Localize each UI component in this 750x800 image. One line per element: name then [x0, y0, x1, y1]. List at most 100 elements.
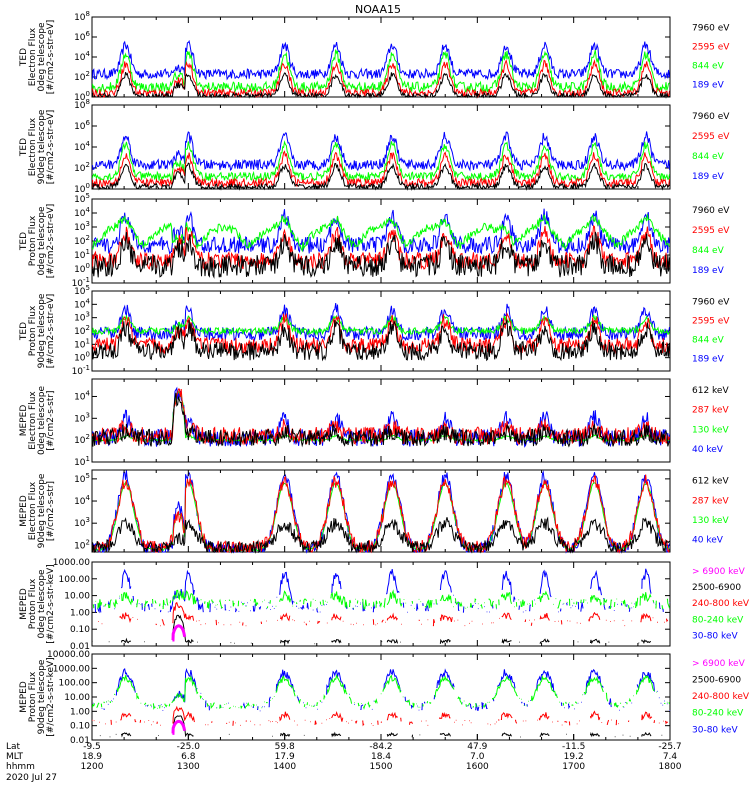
legend-entry: 844 eV — [692, 246, 725, 256]
y-axis-label-line: 90deg telescope — [37, 293, 47, 368]
y-tick-label: 108 — [74, 10, 90, 23]
series-line-30-80-kev — [92, 668, 671, 712]
series-line-7960-ev — [92, 71, 670, 99]
panel-7: 0.01 0.10 1.00 10.00 100.00 1000.00 MEPED Proto… — [19, 558, 750, 652]
x-row-label: hhmm — [6, 762, 35, 772]
panel-2: 100 102 104 106 108 TED Electron Flux 90deg tel… — [19, 98, 730, 195]
y-axis-label-line: [#/cm2-s-str-eV] — [46, 294, 56, 369]
x-tick-mlt: 18.4 — [371, 752, 391, 762]
y-axis-label-line: TED — [19, 138, 29, 157]
series-line-189-ev — [92, 39, 670, 81]
y-axis-label-line: [#/cm2-s-str-eV] — [46, 204, 56, 279]
series-line-844-ev — [92, 140, 670, 183]
y-axis-label-line: MEPED — [19, 588, 29, 620]
series-line-80-240-kev — [92, 674, 670, 710]
x-tick-lat: 59.8 — [275, 742, 295, 752]
y-axis-label-line: 0deg telescope — [37, 569, 47, 639]
legend-entry: 80-240 keV — [692, 709, 744, 719]
series-line--6900-kev — [171, 719, 187, 735]
x-row-label: 2020 Jul 27 — [6, 773, 57, 783]
legend-entry: 287 keV — [692, 496, 729, 506]
x-row-label: Lat — [6, 742, 21, 752]
y-axis-label-line: 0deg telescope — [37, 206, 47, 276]
legend-entry: 2595 eV — [692, 317, 730, 327]
x-tick-mlt: 18.9 — [82, 752, 102, 762]
y-tick-label: 102 — [74, 324, 90, 337]
series-line-240-800-kev — [98, 601, 669, 627]
y-tick-label: 10.00 — [64, 592, 90, 602]
series-line-612-kev — [92, 516, 670, 554]
y-axis-label-line: Proton Flux — [28, 305, 38, 356]
y-tick-label: 1.00 — [70, 608, 90, 618]
legend-entry: 2595 eV — [692, 226, 730, 236]
legend-entry: 80-240 keV — [692, 615, 744, 625]
y-axis-label-line: TED — [19, 232, 29, 251]
series-line-844-ev — [92, 314, 670, 337]
legend-entry: 130 keV — [692, 425, 729, 435]
x-row-label: MLT — [6, 752, 24, 762]
series-line-2595-ev — [92, 59, 670, 99]
legend-entry: 2500-6900 — [692, 676, 741, 686]
legend-entry: 189 eV — [692, 355, 725, 365]
panel-5: 101 102 103 104 MEPED Electron Flux 0deg teles… — [19, 378, 729, 468]
y-tick-label: 100 — [74, 351, 90, 364]
y-axis-label-line: MEPED — [19, 405, 29, 437]
x-tick-hhmm: 1500 — [370, 762, 393, 772]
y-tick-label: 108 — [74, 98, 90, 111]
series-line-612-kev — [92, 392, 670, 448]
x-tick-lat: -25.7 — [658, 742, 681, 752]
y-tick-label: 100 — [74, 90, 90, 103]
y-tick-label: 1.00 — [70, 707, 90, 717]
legend-entry: > 6900 keV — [692, 659, 746, 669]
x-tick-mlt: 17.9 — [275, 752, 295, 762]
y-tick-label: 100 — [74, 262, 90, 275]
y-tick-label: 103 — [74, 311, 90, 324]
y-tick-label: 104 — [74, 297, 90, 310]
legend-entry: 189 eV — [692, 81, 725, 91]
series-line-189-ev — [92, 131, 670, 172]
y-tick-label: 10.00 — [64, 693, 90, 703]
y-tick-label: 0.01 — [70, 736, 90, 746]
x-tick-hhmm: 1400 — [273, 762, 296, 772]
y-tick-label: 104 — [74, 389, 90, 402]
x-tick-lat: -84.2 — [369, 742, 392, 752]
y-tick-label: 10-1 — [72, 276, 90, 289]
series-line-80-240-kev — [92, 589, 670, 610]
y-axis-label-line: 90deg telescope — [37, 659, 47, 734]
series-line-189-ev — [92, 303, 670, 342]
y-tick-label: 102 — [74, 538, 90, 551]
y-tick-label: 104 — [74, 140, 90, 153]
y-tick-label: 103 — [74, 220, 90, 233]
y-axis-label-line: MEPED — [19, 495, 29, 527]
y-axis-label-line: 90deg telescope — [37, 109, 47, 184]
y-tick-label: 1000.00 — [53, 664, 90, 674]
legend-entry: 30-80 keV — [692, 725, 738, 735]
legend-entry: 2595 eV — [692, 43, 730, 53]
legend-entry: 7960 eV — [692, 206, 730, 216]
y-axis-label-line: 90deg telescope — [37, 473, 47, 548]
series-line-30-80-kev — [92, 568, 671, 614]
legend-entry: 612 keV — [692, 477, 729, 487]
legend-entry: 844 eV — [692, 62, 725, 72]
series-line-2500-6900 — [99, 715, 671, 738]
legend-entry: 40 keV — [692, 535, 724, 545]
series-line-7960-ev — [92, 231, 670, 279]
legend-entry: 2595 eV — [692, 132, 730, 142]
y-axis-label-line: MEPED — [19, 681, 29, 713]
y-tick-label: 0.10 — [70, 722, 90, 732]
y-tick-label: 101 — [74, 337, 90, 350]
x-tick-lat: 47.9 — [467, 742, 487, 752]
y-tick-label: 102 — [74, 161, 90, 174]
y-axis-label-line: TED — [19, 322, 29, 341]
y-tick-label: 1000.00 — [53, 558, 90, 568]
x-tick-hhmm: 1600 — [466, 762, 489, 772]
legend-entry: 844 eV — [692, 336, 725, 346]
legend-entry: 844 eV — [692, 152, 725, 162]
x-tick-mlt: 7.4 — [663, 752, 678, 762]
y-tick-label: 10-1 — [72, 364, 90, 377]
y-tick-label: 103 — [74, 411, 90, 424]
x-tick-mlt: 7.0 — [470, 752, 485, 762]
legend-entry: 2500-6900 — [692, 583, 741, 593]
legend-entry: 130 keV — [692, 516, 729, 526]
